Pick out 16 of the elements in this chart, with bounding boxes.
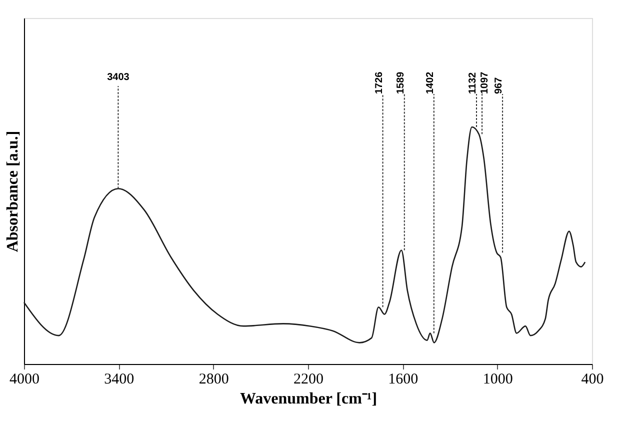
x-tick-label: 2200 — [294, 372, 324, 388]
annotation: 1402 — [424, 71, 436, 94]
annotation: 3403 — [107, 72, 130, 83]
annotation: 1589 — [395, 71, 406, 94]
annotation: 1726 — [374, 71, 385, 94]
x-tick-label: 2800 — [198, 372, 229, 388]
x-tick-label: 1600 — [388, 372, 418, 388]
x-axis-title: Wavenumber [cm⁻¹] — [240, 390, 378, 408]
annotation: 1132 — [468, 72, 479, 94]
x-tick-label: 400 — [581, 372, 604, 388]
y-axis-title: Absorbance [a.u.] — [4, 130, 22, 252]
annotation: 1097 — [480, 71, 491, 94]
x-tick-label: 4000 — [10, 372, 40, 388]
x-tick-label: 1000 — [482, 372, 513, 388]
annotation: 967 — [494, 76, 505, 94]
x-tick-label: 3400 — [104, 372, 134, 388]
